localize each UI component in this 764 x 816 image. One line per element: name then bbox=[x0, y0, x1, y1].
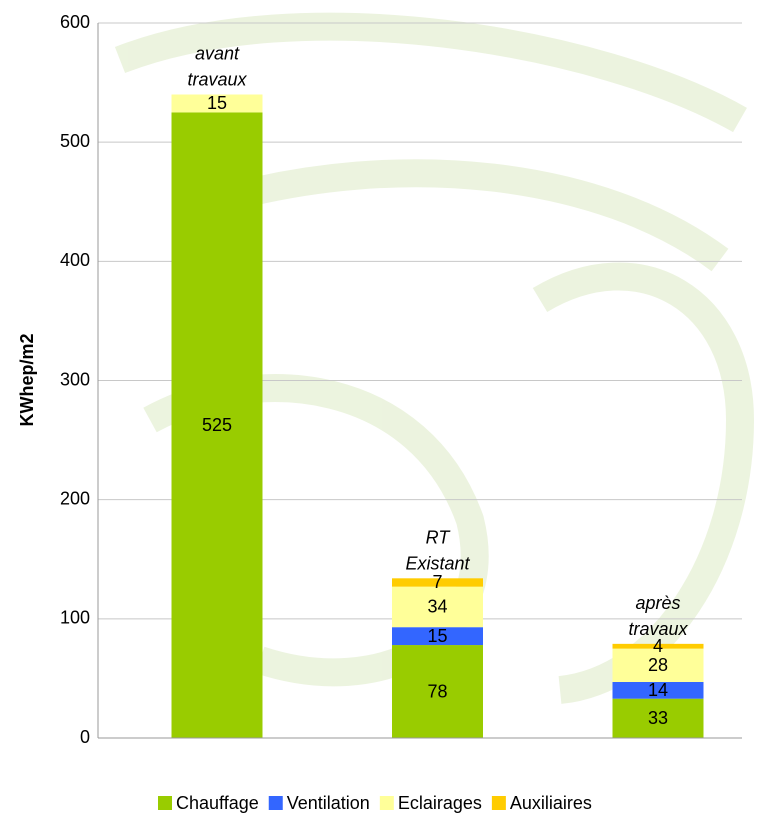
bar-segment bbox=[392, 645, 483, 738]
y-tick-label: 600 bbox=[60, 12, 90, 32]
data-label: 34 bbox=[427, 597, 447, 617]
legend-swatch bbox=[268, 796, 283, 810]
data-label: 28 bbox=[648, 655, 668, 675]
y-tick-label: 100 bbox=[60, 608, 90, 628]
data-label: 14 bbox=[648, 680, 668, 700]
bar-segment bbox=[392, 586, 483, 628]
legend-label: Chauffage bbox=[176, 793, 259, 813]
legend-swatch bbox=[158, 796, 172, 810]
data-label: 78 bbox=[427, 681, 447, 701]
y-tick-label: 0 bbox=[80, 727, 90, 747]
bar-segment bbox=[171, 94, 263, 113]
bar-segment bbox=[612, 648, 704, 682]
data-label: 15 bbox=[427, 626, 447, 646]
bar-segment bbox=[392, 578, 483, 587]
legend-label: Ventilation bbox=[287, 793, 370, 813]
category-label: avant travaux bbox=[187, 43, 247, 89]
data-label: 525 bbox=[202, 415, 232, 435]
legend-label: Auxiliaires bbox=[510, 793, 592, 813]
y-tick-label: 300 bbox=[60, 369, 90, 389]
bar-segment bbox=[612, 698, 704, 738]
legend-swatch bbox=[491, 796, 506, 810]
data-label: 4 bbox=[653, 636, 663, 656]
y-tick-label: 400 bbox=[60, 250, 90, 270]
y-tick-label: 500 bbox=[60, 131, 90, 151]
data-label: 33 bbox=[648, 708, 668, 728]
y-axis-label: KWhep/m2 bbox=[17, 333, 37, 426]
legend-label: Eclairages bbox=[398, 793, 482, 813]
data-label: 15 bbox=[207, 93, 227, 113]
bar-segment bbox=[171, 112, 263, 738]
data-label: 7 bbox=[432, 572, 442, 592]
bar-segment bbox=[392, 627, 483, 646]
bar-segment bbox=[612, 681, 704, 699]
category-label: après travaux bbox=[628, 593, 688, 639]
legend-swatch bbox=[379, 796, 394, 810]
bar-segment bbox=[612, 643, 704, 649]
category-label: RT Existant bbox=[405, 527, 470, 573]
y-tick-label: 200 bbox=[60, 488, 90, 508]
